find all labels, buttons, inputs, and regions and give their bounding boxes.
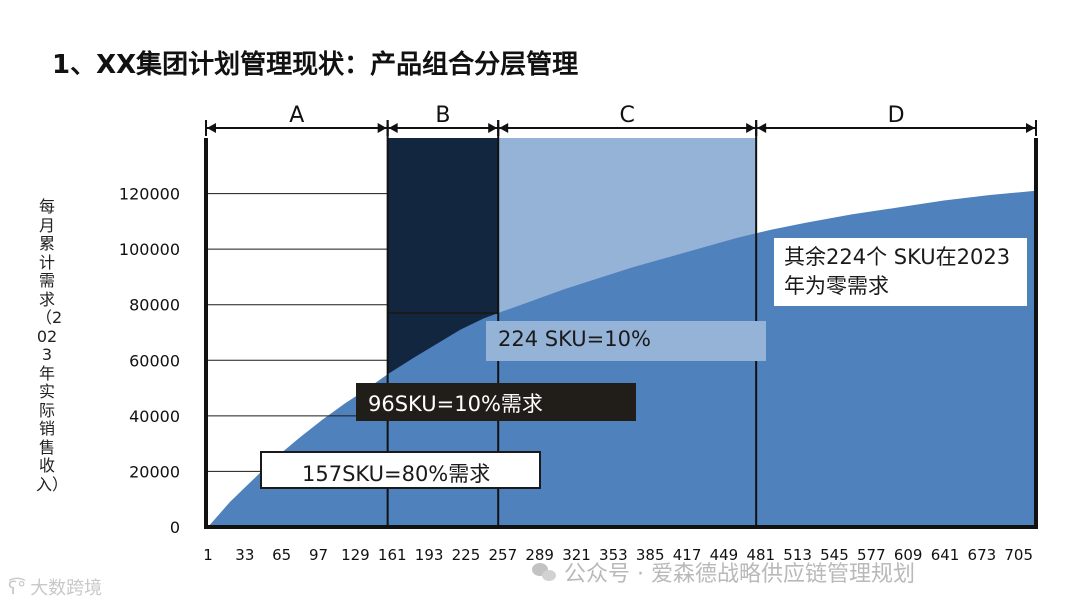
x-tick-label-12: 385 [636,546,665,564]
segment-arrow-left-A [207,123,216,133]
x-tick-label-13: 417 [673,546,702,564]
annotation-segment-d: 其余224个 SKU在2023年为零需求 [774,238,1027,306]
y-tick-label-5: 100000 [119,240,180,259]
annotation-segment-c: 224 SKU=10% [486,321,766,361]
annotation-segment-d-text: 其余224个 SKU在2023年为零需求 [784,245,1011,298]
x-tick-label-9: 289 [525,546,554,564]
y-tick-label-0: 0 [170,518,180,537]
segment-label-B: B [435,103,450,128]
segment-arrow-left-C [499,123,509,133]
segment-arrow-right-D [1026,123,1035,133]
wechat-icon [532,561,558,583]
x-tick-label-5: 161 [378,546,407,564]
y-tick-label-1: 20000 [129,462,180,481]
x-tick-label-8: 257 [488,546,517,564]
y-tick-label-6: 120000 [119,185,180,204]
annotation-segment-c-text: 224 SKU=10% [498,327,651,351]
x-tick-label-19: 609 [894,546,923,564]
footer-wechat-text: 公众号 · 爱森德战略供应链管理规划 [564,562,915,587]
annotation-segment-b: 96SKU=10%需求 [356,383,636,421]
x-tick-label-4: 129 [341,546,370,564]
x-tick-label-11: 353 [599,546,628,564]
y-tick-label-4: 80000 [129,296,180,315]
footer-brand: ʕ͡° 大数跨境 [8,574,102,600]
annotation-segment-a-text: 157SKU=80%需求 [302,462,491,486]
segment-label-A: A [289,103,304,128]
x-tick-label-18: 577 [857,546,886,564]
brand-logo-icon: ʕ͡° [8,578,27,599]
segment-arrow-right-B [488,123,498,133]
x-tick-label-22: 705 [1004,546,1033,564]
segment-label-D: D [888,103,905,128]
x-tick-label-16: 513 [783,546,812,564]
segment-arrow-left-D [757,123,767,133]
footer-wechat: 公众号 · 爱森德战略供应链管理规划 [532,556,915,588]
x-tick-label-1: 33 [235,546,254,564]
x-tick-label-2: 65 [272,546,291,564]
segment-label-C: C [619,103,634,128]
x-tick-label-14: 449 [710,546,739,564]
x-tick-label-10: 321 [562,546,591,564]
page-title: 1、XX集团计划管理现状：产品组合分层管理 [52,50,579,80]
x-tick-label-0: 1 [203,546,213,564]
x-tick-label-15: 481 [746,546,775,564]
x-tick-label-21: 673 [968,546,997,564]
segment-arrow-right-C [746,123,756,133]
x-tick-label-17: 545 [820,546,849,564]
segment-arrow-right-A [377,123,387,133]
y-axis-label: 每月累计需求（2023年实际销售收入） [36,197,69,494]
x-tick-label-6: 193 [415,546,444,564]
y-tick-label-3: 60000 [129,351,180,370]
x-tick-label-20: 641 [931,546,960,564]
footer-brand-text: 大数跨境 [30,578,103,599]
x-tick-label-7: 225 [452,546,481,564]
annotation-segment-a: 157SKU=80%需求 [260,451,541,489]
annotation-segment-b-text: 96SKU=10%需求 [368,392,543,416]
segment-arrow-left-B [388,123,398,133]
x-tick-label-3: 97 [309,546,328,564]
y-tick-label-2: 40000 [129,407,180,426]
